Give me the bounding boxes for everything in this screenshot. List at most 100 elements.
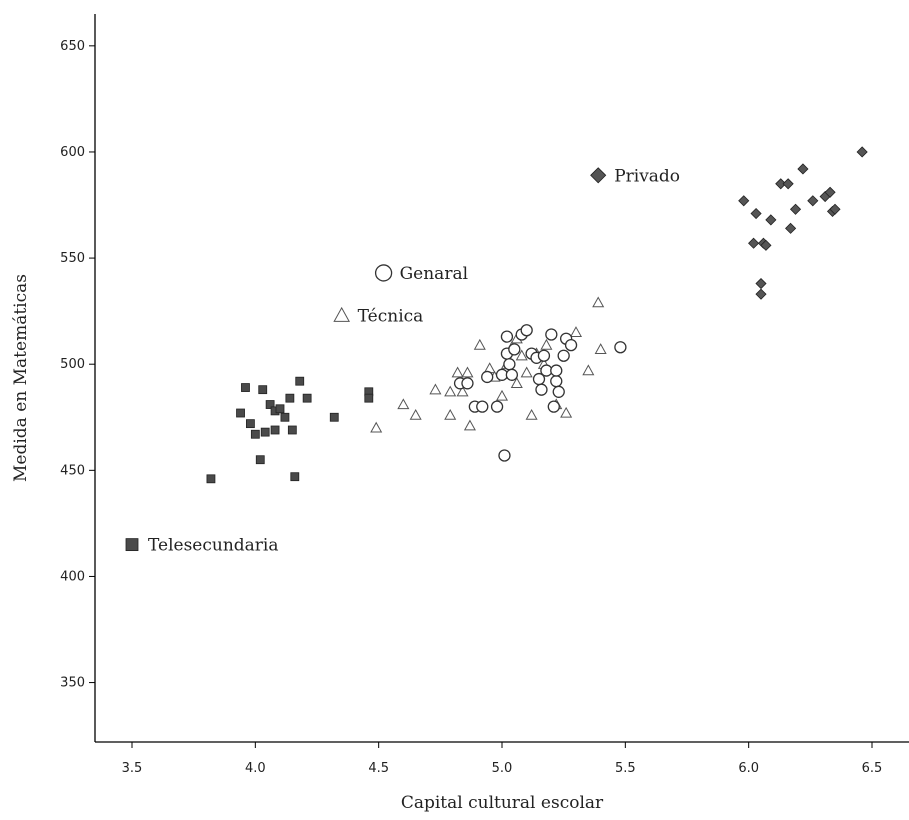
diamond-point	[829, 203, 841, 215]
legend-item-telesecundaria: Telesecundaria	[125, 536, 279, 556]
legend-label: Genaral	[400, 264, 468, 284]
circle-point	[535, 383, 548, 396]
square-point	[250, 429, 260, 439]
legend-label: Telesecundaria	[148, 536, 279, 556]
circle-point	[461, 377, 474, 390]
series-telesecundaria	[206, 376, 374, 484]
circle-point	[500, 330, 514, 343]
triangle-point	[520, 366, 533, 378]
square-point	[295, 376, 305, 386]
legend-item-genaral: Genaral	[374, 264, 468, 284]
circle-point	[508, 343, 521, 356]
circle-point	[545, 328, 558, 341]
triangle-point	[569, 326, 583, 338]
triangle-point	[594, 343, 607, 354]
x-axis-title: Capital cultural escolar	[401, 793, 604, 813]
triangle-point	[444, 408, 457, 420]
data-marks	[206, 146, 868, 484]
circle-point	[481, 370, 494, 384]
circle-point	[498, 449, 511, 462]
diamond-point	[760, 239, 772, 251]
legend-marker	[125, 538, 139, 552]
x-tick-label: 6.0	[738, 761, 759, 776]
diamond-point	[797, 163, 809, 175]
legend-marker	[590, 167, 607, 184]
diamond-point	[765, 214, 777, 226]
diamond-point	[755, 288, 767, 300]
y-tick-label: 600	[60, 145, 85, 160]
circle-point	[614, 341, 627, 354]
triangle-point	[451, 366, 464, 378]
square-point	[258, 385, 268, 395]
y-tick-label: 350	[60, 676, 85, 691]
y-tick-label: 550	[60, 251, 85, 266]
square-point	[270, 425, 280, 435]
circle-point	[564, 338, 578, 352]
circle-point	[503, 358, 516, 371]
legend-item-técnica: Técnica	[333, 306, 424, 326]
square-point	[329, 412, 339, 422]
square-point	[260, 427, 270, 437]
legend-item-privado: Privado	[590, 166, 680, 186]
triangle-point	[560, 406, 573, 418]
square-point	[364, 393, 374, 403]
triangle-point	[495, 389, 509, 401]
triangle-point	[409, 408, 422, 420]
square-point	[265, 400, 275, 409]
y-tick-label: 650	[60, 39, 85, 54]
square-point	[302, 393, 312, 403]
circle-point	[547, 400, 560, 413]
diamond-point	[782, 178, 794, 190]
series-genaral	[453, 324, 627, 462]
series-privado	[738, 146, 868, 300]
square-point	[236, 408, 245, 418]
inline-legend: Telesecundaria Técnica Genaral Privado	[125, 166, 680, 556]
triangle-point	[370, 421, 383, 433]
square-point	[285, 393, 295, 403]
x-tick-label: 3.5	[122, 761, 143, 776]
square-point	[280, 412, 290, 422]
legend-marker	[374, 264, 393, 282]
triangle-point	[456, 385, 469, 397]
axes: 350 400 450 500 550 600 650 3.5 4.0 4.5 5.0 5.5 6.0 6…	[60, 14, 909, 776]
triangle-point	[461, 366, 474, 378]
circle-point	[476, 400, 489, 413]
circle-point	[520, 324, 533, 337]
legend-marker	[333, 306, 350, 322]
diamond-point	[738, 195, 750, 207]
triangle-point	[525, 408, 538, 420]
triangle-point	[473, 338, 486, 350]
legend-label: Técnica	[358, 306, 424, 326]
diamond-point	[755, 277, 767, 290]
diamond-point	[775, 178, 787, 190]
diamond-point	[807, 195, 819, 207]
x-tick-label: 4.5	[368, 761, 389, 776]
square-point	[255, 455, 265, 465]
diamond-point	[789, 203, 802, 215]
y-tick-label: 500	[60, 357, 85, 372]
triangle-point	[510, 377, 523, 388]
legend-label: Privado	[614, 166, 680, 186]
diamond-point	[748, 237, 760, 249]
triangle-point	[397, 398, 410, 410]
square-point	[287, 425, 297, 435]
circle-point	[505, 368, 519, 381]
square-point	[275, 404, 285, 414]
triangle-point	[592, 296, 605, 308]
x-tick-label: 5.5	[615, 761, 636, 776]
triangle-point	[429, 383, 442, 395]
circle-point	[552, 385, 565, 398]
triangle-point	[515, 349, 528, 361]
diamond-point	[856, 146, 868, 158]
diamond-point	[785, 222, 797, 234]
x-tick-label: 6.5	[862, 761, 883, 776]
square-point	[206, 474, 216, 484]
square-point	[241, 383, 250, 392]
x-tick-label: 4.0	[245, 761, 266, 776]
y-tick-label: 450	[60, 463, 85, 478]
circle-point	[537, 349, 551, 362]
circle-point	[490, 400, 504, 413]
circle-point	[557, 349, 570, 362]
square-point	[245, 419, 255, 429]
circle-point	[550, 364, 563, 377]
